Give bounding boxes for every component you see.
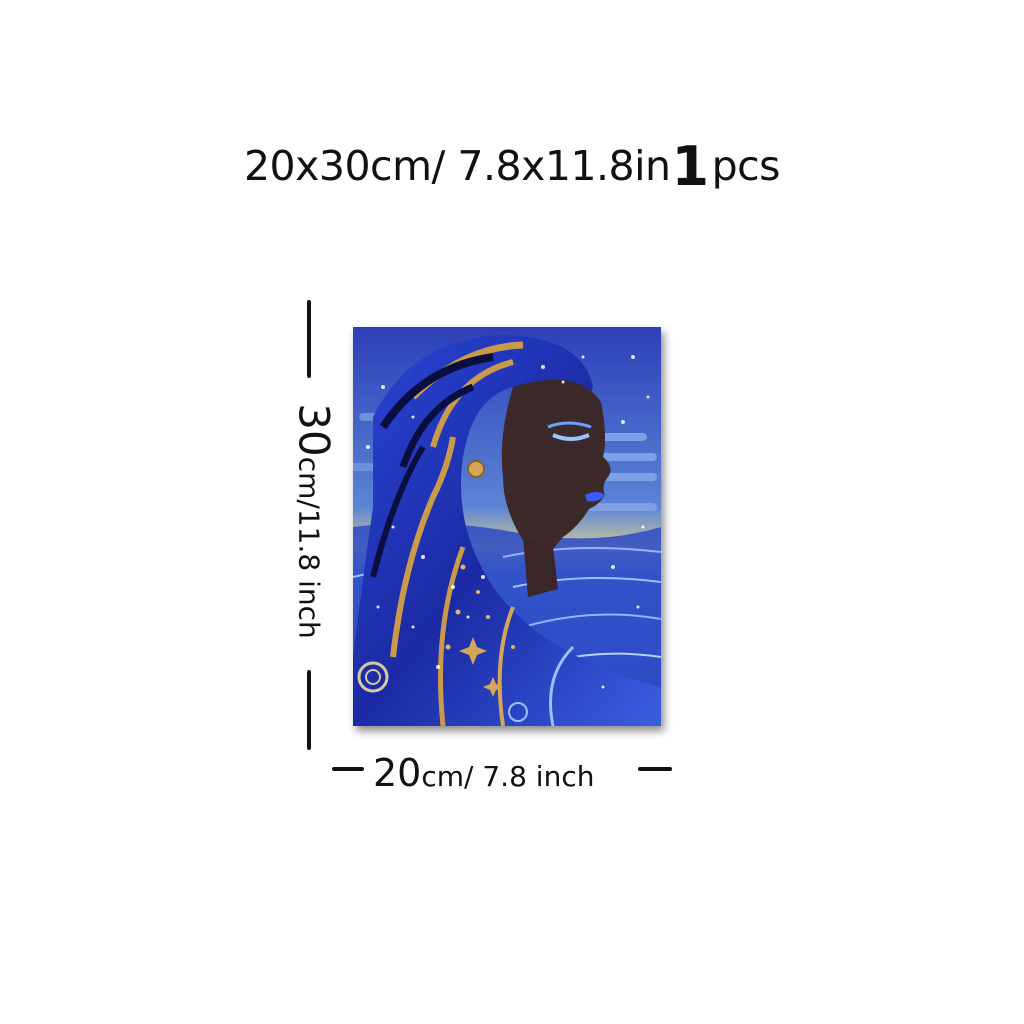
- canvas-artwork: [353, 327, 661, 726]
- height-dimension-label: 30cm/11.8 inch: [290, 403, 339, 639]
- size-text: 20x30cm/ 7.8x11.8in: [243, 142, 671, 190]
- width-unit-text: cm/ 7.8 inch: [421, 760, 595, 793]
- artwork-painting: [353, 327, 661, 726]
- height-indicator-line-top: [307, 300, 311, 378]
- quantity-number: 1: [671, 135, 710, 198]
- height-number: 30: [289, 403, 339, 457]
- width-indicator-line-left: [332, 767, 364, 771]
- width-indicator-line-right: [638, 767, 672, 771]
- height-unit-text: cm/11.8 inch: [292, 456, 326, 639]
- width-dimension-label: 20cm/ 7.8 inch: [373, 749, 594, 801]
- product-size-title: 20x30cm/ 7.8x11.8in1pcs: [0, 138, 1024, 195]
- quantity-unit: pcs: [711, 142, 781, 190]
- height-indicator-line-bottom: [307, 670, 311, 750]
- width-number: 20: [373, 751, 422, 795]
